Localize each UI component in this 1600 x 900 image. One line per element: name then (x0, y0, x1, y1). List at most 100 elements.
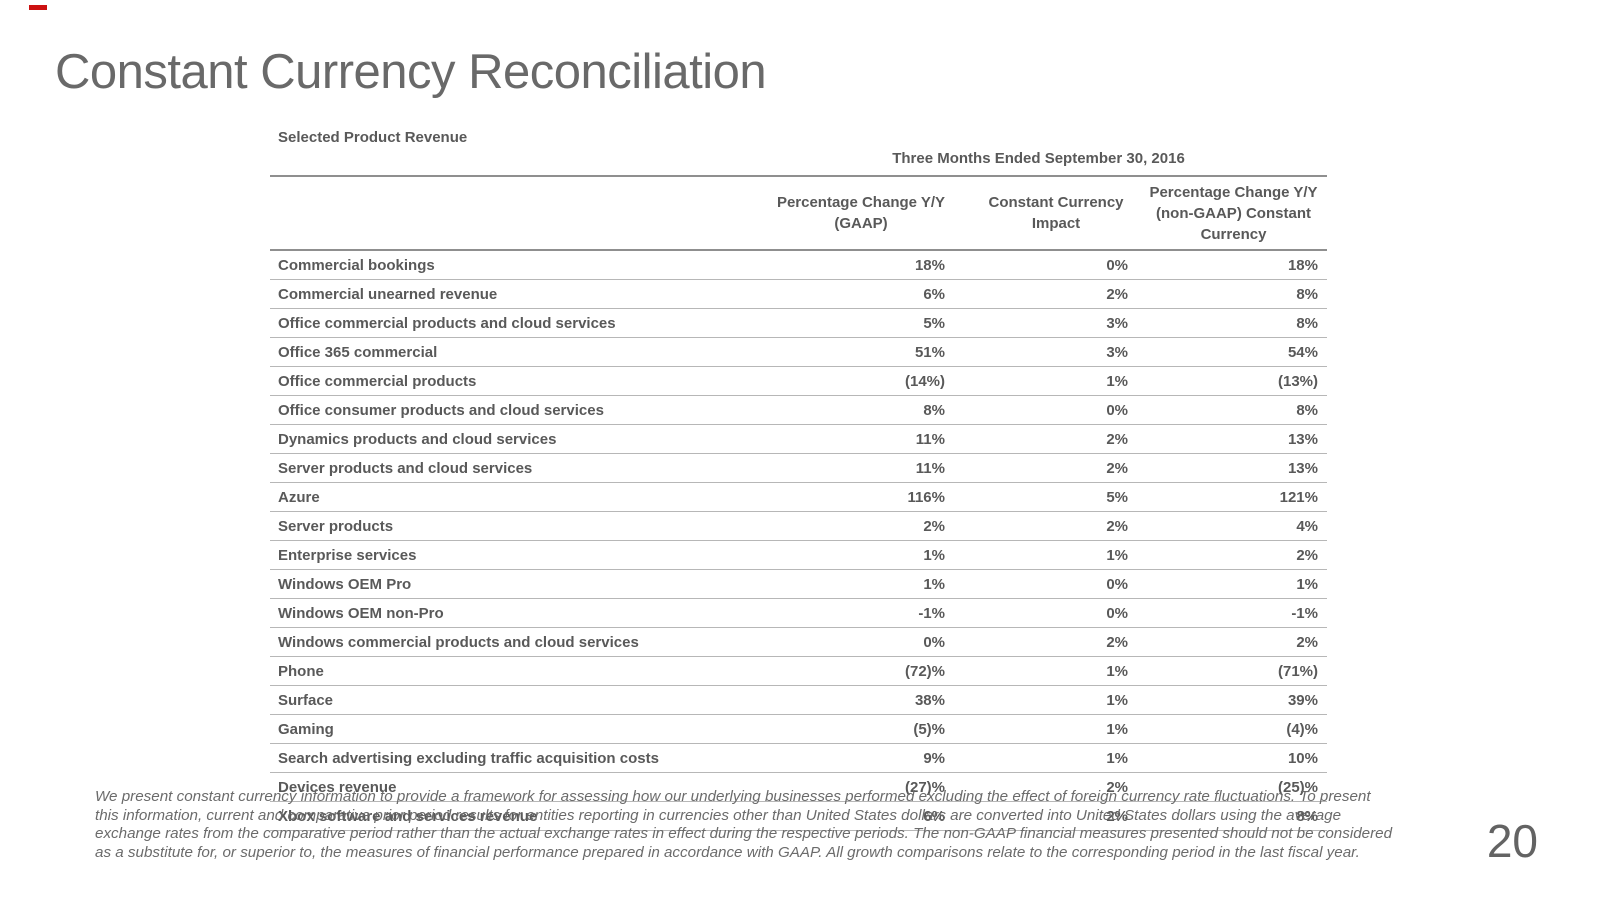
impact-value: 3% (972, 308, 1140, 338)
table-row: Office commercial products (14%) 1% (13%… (270, 366, 1327, 396)
impact-value: 0% (972, 569, 1140, 599)
constant-value: 2% (1140, 627, 1327, 657)
constant-value: (25)% (1140, 772, 1327, 802)
empty-header-cell (270, 150, 750, 176)
gaap-value: 38% (750, 685, 972, 715)
header-line: Currency (1200, 225, 1267, 243)
constant-value: 8% (1140, 279, 1327, 309)
row-label: Surface (270, 685, 750, 715)
gaap-value: 5% (750, 308, 972, 338)
row-label: Commercial unearned revenue (270, 279, 750, 309)
constant-value: -1% (1140, 598, 1327, 628)
table-row: Server products and cloud services 11% 2… (270, 453, 1327, 483)
impact-value: 2% (972, 801, 1140, 831)
header-line: (non-GAAP) Constant (1156, 204, 1311, 222)
period-header: Three Months Ended September 30, 2016 (892, 150, 1185, 167)
constant-value: 121% (1140, 482, 1327, 512)
constant-value: 4% (1140, 511, 1327, 541)
impact-value: 1% (972, 656, 1140, 686)
impact-value: 1% (972, 685, 1140, 715)
row-label: Office commercial products (270, 366, 750, 396)
gaap-value: 9% (750, 743, 972, 773)
table-row: Phone (72)% 1% (71%) (270, 656, 1327, 686)
row-label: Office 365 commercial (270, 337, 750, 367)
table-row: Dynamics products and cloud services 11%… (270, 424, 1327, 454)
table-row: Xbox software and services revenue 6% 2%… (270, 801, 1327, 831)
column-header-row: Percentage Change Y/Y (GAAP) Constant Cu… (270, 175, 1327, 251)
constant-value: (71%) (1140, 656, 1327, 686)
table-row: Surface 38% 1% 39% (270, 685, 1327, 715)
table-row: Server products 2% 2% 4% (270, 511, 1327, 541)
page-title: Constant Currency Reconciliation (55, 45, 767, 99)
impact-column-header: Constant Currency Impact (972, 175, 1140, 251)
table-row: Windows OEM Pro 1% 0% 1% (270, 569, 1327, 599)
gaap-value: 11% (750, 424, 972, 454)
footnote-line: as a substitute for, or superior to, the… (95, 843, 1360, 861)
impact-value: 1% (972, 366, 1140, 396)
footnote: We present constant currency information… (95, 788, 1475, 862)
gaap-value: 1% (750, 569, 972, 599)
row-label: Xbox software and services revenue (270, 801, 750, 831)
row-label: Office commercial products and cloud ser… (270, 308, 750, 338)
table-row: Windows OEM non-Pro -1% 0% -1% (270, 598, 1327, 628)
gaap-value: 51% (750, 337, 972, 367)
constant-value: (13%) (1140, 366, 1327, 396)
constant-value: 13% (1140, 453, 1327, 483)
gaap-value: 18% (750, 250, 972, 280)
row-label: Azure (270, 482, 750, 512)
gaap-value: 6% (750, 801, 972, 831)
gaap-value: 0% (750, 627, 972, 657)
constant-value: 8% (1140, 308, 1327, 338)
gaap-value: (27)% (750, 772, 972, 802)
table-row: Gaming (5)% 1% (4)% (270, 714, 1327, 744)
table-row: Devices revenue (27)% 2% (25)% (270, 772, 1327, 802)
header-line: (GAAP) (834, 215, 888, 232)
impact-value: 2% (972, 511, 1140, 541)
impact-value: 2% (972, 279, 1140, 309)
table-row: Office consumer products and cloud servi… (270, 395, 1327, 425)
row-label: Server products (270, 511, 750, 541)
row-label: Commercial bookings (270, 250, 750, 280)
row-label: Windows OEM Pro (270, 569, 750, 599)
impact-value: 3% (972, 337, 1140, 367)
constant-value: 2% (1140, 540, 1327, 570)
gaap-value: 1% (750, 540, 972, 570)
gaap-value: (5)% (750, 714, 972, 744)
gaap-column-header: Percentage Change Y/Y (GAAP) (750, 175, 972, 251)
table-row: Windows commercial products and cloud se… (270, 627, 1327, 657)
impact-value: 2% (972, 453, 1140, 483)
table-row: Azure 116% 5% 121% (270, 482, 1327, 512)
constant-value: 8% (1140, 801, 1327, 831)
impact-value: 1% (972, 743, 1140, 773)
header-line: Percentage Change Y/Y (776, 194, 946, 211)
reconciliation-table-container: Three Months Ended September 30, 2016 Pe… (270, 150, 1327, 831)
row-label: Gaming (270, 714, 750, 744)
gaap-value: 6% (750, 279, 972, 309)
gaap-value: 116% (750, 482, 972, 512)
row-label: Windows OEM non-Pro (270, 598, 750, 628)
row-label: Enterprise services (270, 540, 750, 570)
constant-value: 1% (1140, 569, 1327, 599)
constant-value: 8% (1140, 395, 1327, 425)
table-row: Commercial bookings 18% 0% 18% (270, 250, 1327, 280)
impact-value: 0% (972, 598, 1140, 628)
table-row: Commercial unearned revenue 6% 2% 8% (270, 279, 1327, 309)
gaap-value: (72)% (750, 656, 972, 686)
impact-value: 0% (972, 250, 1140, 280)
row-label: Office consumer products and cloud servi… (270, 395, 750, 425)
period-header-row: Three Months Ended September 30, 2016 (270, 150, 1327, 176)
row-label: Search advertising excluding traffic acq… (270, 743, 750, 773)
footnote-line: We present constant currency information… (95, 788, 1371, 805)
gaap-value: 11% (750, 453, 972, 483)
gaap-value: -1% (750, 598, 972, 628)
gaap-value: 2% (750, 511, 972, 541)
label-column-header (270, 175, 750, 251)
table-caption: Selected Product Revenue (278, 129, 468, 146)
impact-value: 0% (972, 395, 1140, 425)
impact-value: 5% (972, 482, 1140, 512)
impact-value: 2% (972, 627, 1140, 657)
row-label: Phone (270, 656, 750, 686)
table-row: Office 365 commercial 51% 3% 54% (270, 337, 1327, 367)
table-row: Search advertising excluding traffic acq… (270, 743, 1327, 773)
